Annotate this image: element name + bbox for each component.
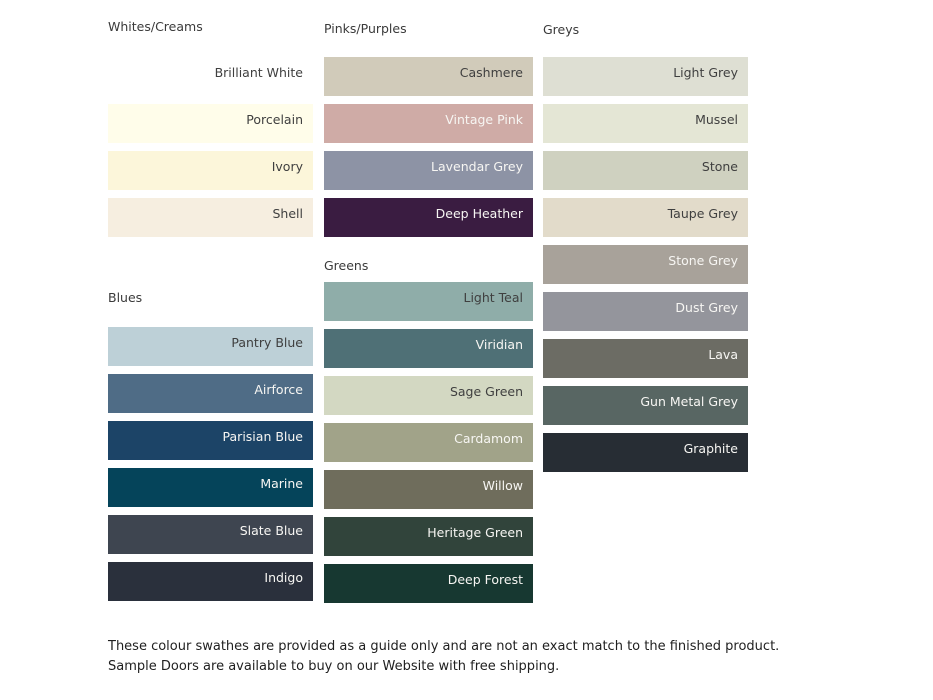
palette-column-2: Pinks/Purples Cashmere Vintage Pink Lavenda… [324,0,533,700]
swatch-deep-heather: Deep Heather [324,198,533,237]
swatch-lava: Lava [543,339,748,378]
swatch-label: Porcelain [246,112,303,127]
swatch-label: Mussel [695,112,738,127]
swatch-label: Light Grey [673,65,738,80]
swatch-label: Ivory [271,159,303,174]
swatch-label: Gun Metal Grey [640,394,738,409]
swatch-label: Lava [708,347,738,362]
footer-note: These colour swathes are provided as a g… [108,639,780,674]
swatch-airforce: Airforce [108,374,313,413]
swatch-label: Viridian [475,337,523,352]
group-title-whites-creams: Whites/Creams [108,19,203,34]
swatch-ivory: Ivory [108,151,313,190]
swatch-label: Marine [260,476,303,491]
swatch-dust-grey: Dust Grey [543,292,748,331]
swatch-label: Stone [701,159,738,174]
swatch-pantry-blue: Pantry Blue [108,327,313,366]
swatch-heritage-green: Heritage Green [324,517,533,556]
swatch-label: Heritage Green [427,525,523,540]
swatch-cashmere: Cashmere [324,57,533,96]
swatch-lavendar-grey: Lavendar Grey [324,151,533,190]
swatch-viridian: Viridian [324,329,533,368]
swatch-label: Shell [272,206,304,221]
swatch-label: Cardamom [454,431,523,446]
swatch-taupe-grey: Taupe Grey [543,198,748,237]
swatch-label: Deep Heather [435,206,523,221]
swatch-light-grey: Light Grey [543,57,748,96]
swatch-slate-blue: Slate Blue [108,515,313,554]
swatch-label: Airforce [254,382,303,397]
swatch-label: Sage Green [449,384,523,399]
swatch-marine: Marine [108,468,313,507]
swatch-label: Graphite [683,441,738,456]
swatch-label: Willow [482,478,523,493]
swatch-deep-forest: Deep Forest [324,564,533,603]
swatch-label: Brilliant White [214,65,303,80]
swatch-label: Indigo [264,570,303,585]
swatch-cardamom: Cardamom [324,423,533,462]
swatch-brilliant-white: Brilliant White [108,57,313,96]
swatch-mussel: Mussel [543,104,748,143]
swatch-label: Cashmere [459,65,523,80]
swatch-vintage-pink: Vintage Pink [324,104,533,143]
group-title-blues: Blues [108,290,143,305]
group-title-greens: Greens [324,258,369,273]
swatch-sage-green: Sage Green [324,376,533,415]
palette-column-3: Greys Light Grey Mussel Stone Taupe Grey Ston… [543,0,748,700]
group-title-greys: Greys [543,22,580,37]
swatch-label: Slate Blue [239,523,303,538]
swatch-label: Stone Grey [668,253,738,268]
swatch-label: Pantry Blue [231,335,303,350]
swatch-parisian-blue: Parisian Blue [108,421,313,460]
swatch-label: Vintage Pink [445,112,523,127]
swatch-label: Dust Grey [675,300,738,315]
swatch-porcelain: Porcelain [108,104,313,143]
swatch-label: Light Teal [463,290,523,305]
swatch-indigo: Indigo [108,562,313,601]
swatch-light-teal: Light Teal [324,282,533,321]
swatch-willow: Willow [324,470,533,509]
palette-column-1: Whites/Creams Brilliant White Porcelain Ivo… [108,0,313,700]
swatch-label: Deep Forest [447,572,523,587]
swatch-stone-grey: Stone Grey [543,245,748,284]
swatch-graphite: Graphite [543,433,748,472]
swatch-shell: Shell [108,198,313,237]
group-title-pinks-purples: Pinks/Purples [324,21,407,36]
swatch-label: Taupe Grey [667,206,738,221]
swatch-gun-metal-grey: Gun Metal Grey [543,386,748,425]
swatch-label: Lavendar Grey [431,159,523,174]
swatch-label: Parisian Blue [222,429,303,444]
swatch-stone: Stone [543,151,748,190]
